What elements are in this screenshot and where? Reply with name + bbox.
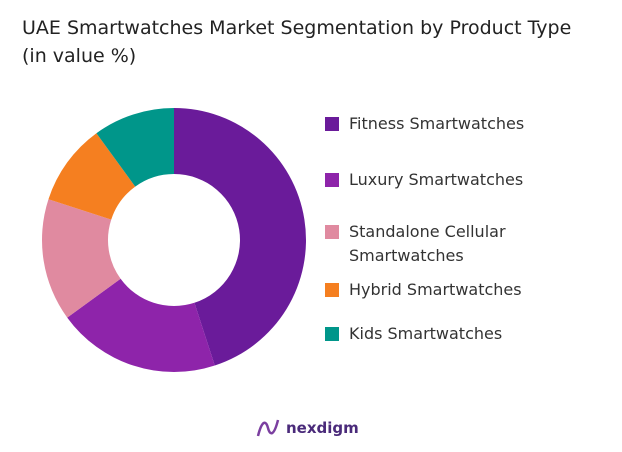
nexdigm-logo-icon bbox=[256, 419, 280, 437]
legend-item: Fitness Smartwatches bbox=[325, 112, 585, 136]
legend-swatch bbox=[325, 327, 339, 341]
slice-standalone-cellular-smartwatches bbox=[41, 199, 121, 318]
legend-label: Standalone Cellular Smartwatches bbox=[349, 222, 506, 265]
logo-text: nexdigm bbox=[286, 419, 359, 437]
legend-label: Hybrid Smartwatches bbox=[349, 280, 522, 299]
legend-item: Hybrid Smartwatches bbox=[325, 278, 585, 302]
chart-title: UAE Smartwatches Market Segmentation by … bbox=[22, 17, 572, 67]
legend-swatch bbox=[325, 173, 339, 187]
slice-kids-smartwatches bbox=[96, 108, 174, 187]
slice-hybrid-smartwatches bbox=[48, 133, 136, 220]
legend-label: Kids Smartwatches bbox=[349, 324, 503, 343]
legend-swatch bbox=[325, 283, 339, 297]
legend-swatch bbox=[325, 117, 339, 131]
legend-item: Standalone Cellular Smartwatches bbox=[325, 220, 585, 268]
legend-label: Luxury Smartwatches bbox=[349, 170, 524, 189]
slice-luxury-smartwatches bbox=[67, 278, 215, 372]
legend-item: Kids Smartwatches bbox=[325, 322, 585, 346]
nexdigm-logo: nexdigm bbox=[256, 418, 359, 438]
slice-fitness-smartwatches bbox=[174, 108, 306, 366]
legend-item: Luxury Smartwatches bbox=[325, 168, 585, 192]
legend-label: Fitness Smartwatches bbox=[349, 114, 525, 133]
legend-swatch bbox=[325, 225, 339, 239]
